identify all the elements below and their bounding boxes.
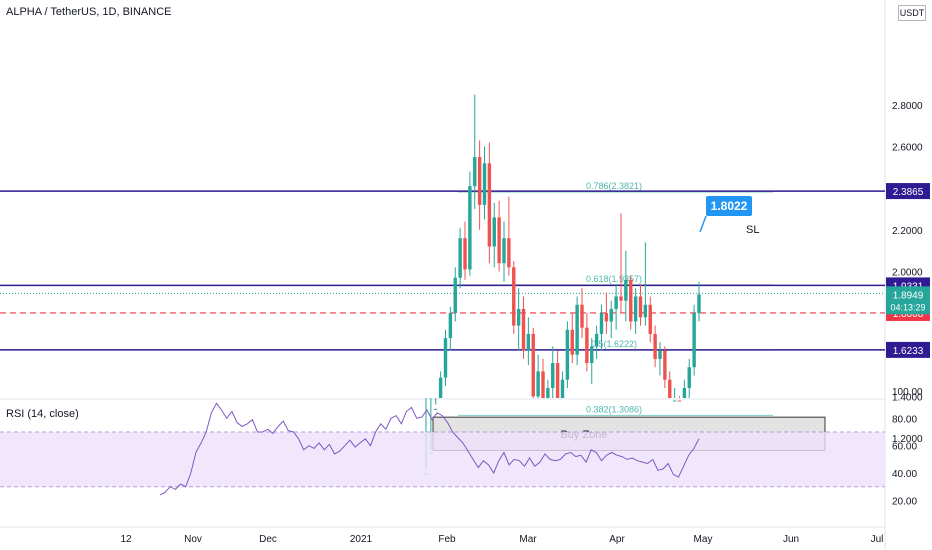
candle-body: [692, 313, 696, 368]
fib-level-label: 0.786(2.3821): [586, 181, 642, 191]
candle-body: [492, 217, 496, 247]
candle-body: [477, 157, 482, 205]
candle-body: [536, 371, 540, 397]
level-price-tag: [886, 341, 930, 358]
candle-body: [594, 333, 599, 347]
price-tick-label: 1.4000: [892, 392, 923, 403]
rsi-band: [0, 432, 885, 487]
candle-body: [526, 333, 531, 351]
candle-body: [677, 400, 682, 402]
candle-body: [599, 313, 604, 334]
candle-body: [565, 329, 570, 380]
candle-body: [507, 238, 511, 268]
candle-body: [473, 157, 477, 187]
rsi-tick-label: 80.00: [892, 414, 917, 425]
candle-body: [624, 279, 628, 301]
candle-body: [546, 388, 550, 398]
candle-body: [448, 313, 453, 339]
fib-level-label: 0.5(1.6222): [591, 339, 637, 349]
candle-body: [697, 294, 701, 314]
candle-body: [512, 267, 516, 326]
candle-body: [614, 296, 618, 309]
x-tick-label: Mar: [519, 534, 537, 545]
rsi-tick-label: 40.00: [892, 469, 917, 480]
candle-body: [434, 408, 438, 410]
candle-body: [560, 379, 565, 398]
candle-body: [438, 377, 443, 398]
price-tick-label: 2.2000: [892, 226, 923, 237]
candle-body: [629, 279, 633, 322]
x-tick-label: Apr: [609, 534, 625, 545]
x-tick-label: May: [694, 534, 713, 545]
chart-title: ALPHA / TetherUS, 1D, BINANCE: [6, 6, 172, 18]
candle-body: [497, 217, 501, 264]
stop-loss-price: 1.8008: [893, 309, 924, 320]
candle-body: [658, 350, 662, 359]
candle-body: [502, 238, 506, 264]
x-tick-label: Jul: [871, 534, 884, 545]
candle-body: [482, 163, 487, 205]
candle-body: [570, 329, 574, 355]
candle-body: [443, 338, 448, 378]
level-price-label: 1.6233: [893, 346, 924, 357]
candle-body: [551, 363, 555, 389]
candle-body: [531, 333, 535, 397]
x-tick-label: Dec: [259, 534, 277, 545]
price-tick-label: 1.2000: [892, 434, 923, 445]
x-tick-label: Feb: [438, 534, 456, 545]
current-price-label: 1.8949: [893, 290, 924, 301]
candle-body: [687, 367, 691, 389]
x-tick-label: 2021: [350, 534, 373, 545]
bar-countdown: 04:13:29: [890, 302, 925, 312]
candle-body: [521, 308, 526, 351]
candle-body: [575, 304, 579, 355]
callout-pointer: [699, 215, 707, 233]
price-callout: 1.8022: [706, 196, 752, 216]
candle-body: [487, 163, 492, 247]
candle-body: [453, 277, 457, 314]
price-tick-label: 2.8000: [892, 101, 923, 112]
candle-body: [672, 400, 677, 402]
current-price-tag: [886, 286, 930, 315]
candle-body: [653, 333, 657, 359]
candle-body: [648, 304, 652, 334]
candle-body: [590, 346, 594, 364]
x-tick-label: Jun: [783, 534, 799, 545]
candle-body: [633, 296, 638, 322]
rsi-tick-label: 60.00: [892, 442, 917, 453]
fib-level-label: 0.618(1.9357): [586, 274, 642, 284]
candle-body: [668, 379, 672, 398]
price-tick-label: 2.0000: [892, 268, 923, 279]
level-price-tag: [886, 183, 930, 200]
x-tick-label: 12: [120, 534, 132, 545]
candle-body: [619, 296, 623, 301]
rsi-line: [159, 402, 700, 496]
candle-body: [643, 304, 648, 318]
level-price-label: 2.3865: [893, 187, 924, 198]
candle-body: [682, 388, 687, 398]
candle-body: [541, 371, 545, 398]
rsi-title: RSI (14, close): [6, 408, 79, 420]
x-tick-label: Nov: [184, 534, 202, 545]
candle-body: [458, 238, 462, 278]
candle-body: [609, 308, 613, 322]
candle-body: [463, 238, 467, 270]
candle-body: [663, 350, 667, 380]
candle-body: [580, 304, 584, 328]
candle-body: [638, 296, 643, 318]
candle-body: [468, 186, 472, 270]
rsi-tick-label: 100.00: [892, 387, 923, 398]
rsi-tick-label: 20.00: [892, 496, 917, 507]
currency-badge[interactable]: USDT: [898, 5, 926, 21]
candle-body: [516, 308, 521, 326]
stop-loss-text: SL: [746, 224, 760, 236]
candle-body: [555, 363, 560, 398]
fib-level-label: 0.382(1.3086): [586, 404, 642, 414]
candle-body: [585, 327, 589, 364]
price-tick-label: 2.6000: [892, 143, 923, 154]
candle-body: [604, 313, 609, 322]
